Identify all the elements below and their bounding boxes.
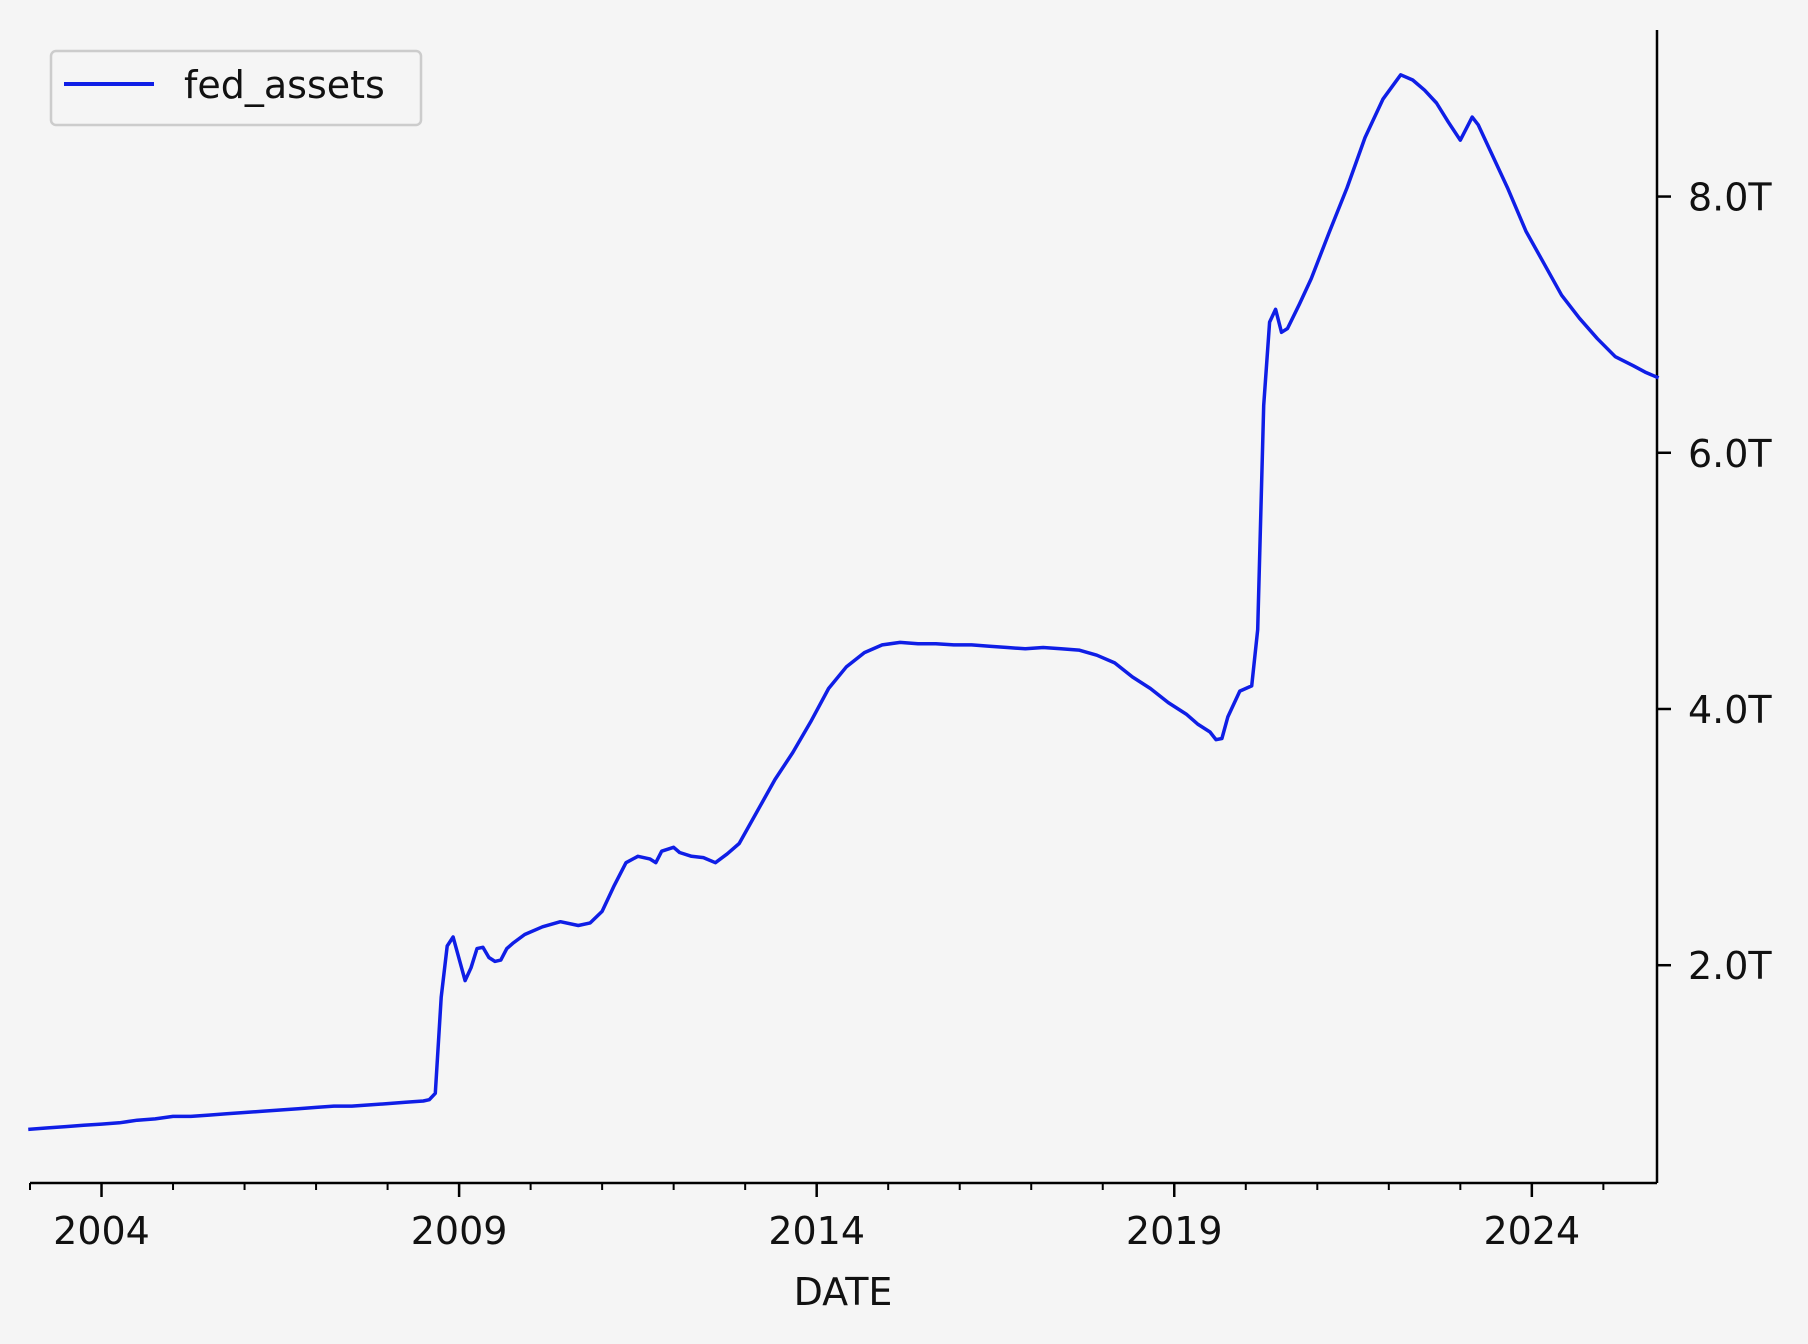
legend: fed_assets xyxy=(49,49,423,127)
x-tick-label: 2009 xyxy=(411,1209,508,1253)
y-tick-label: 8.0T xyxy=(1688,176,1772,220)
legend-entry-fed-assets: fed_assets xyxy=(184,63,385,107)
y-axis: 2.0T 4.0T 6.0T 8.0T xyxy=(1655,30,1772,1183)
x-tick-label: 2019 xyxy=(1126,1209,1223,1253)
legend-box xyxy=(49,49,423,127)
y-tick-label: 6.0T xyxy=(1688,432,1772,476)
x-axis-title: DATE xyxy=(794,1270,893,1314)
series-layer xyxy=(28,73,1660,1132)
y-tick-label: 2.0T xyxy=(1688,944,1772,988)
x-tick-label: 2004 xyxy=(53,1209,150,1253)
x-tick-label: 2024 xyxy=(1483,1209,1580,1253)
series-line-fed-assets xyxy=(28,73,1660,1132)
x-tick-label: 2014 xyxy=(768,1209,865,1253)
y-tick-label: 4.0T xyxy=(1688,688,1772,732)
x-axis: 2004 2009 2014 2019 2024 xyxy=(29,1181,1657,1253)
